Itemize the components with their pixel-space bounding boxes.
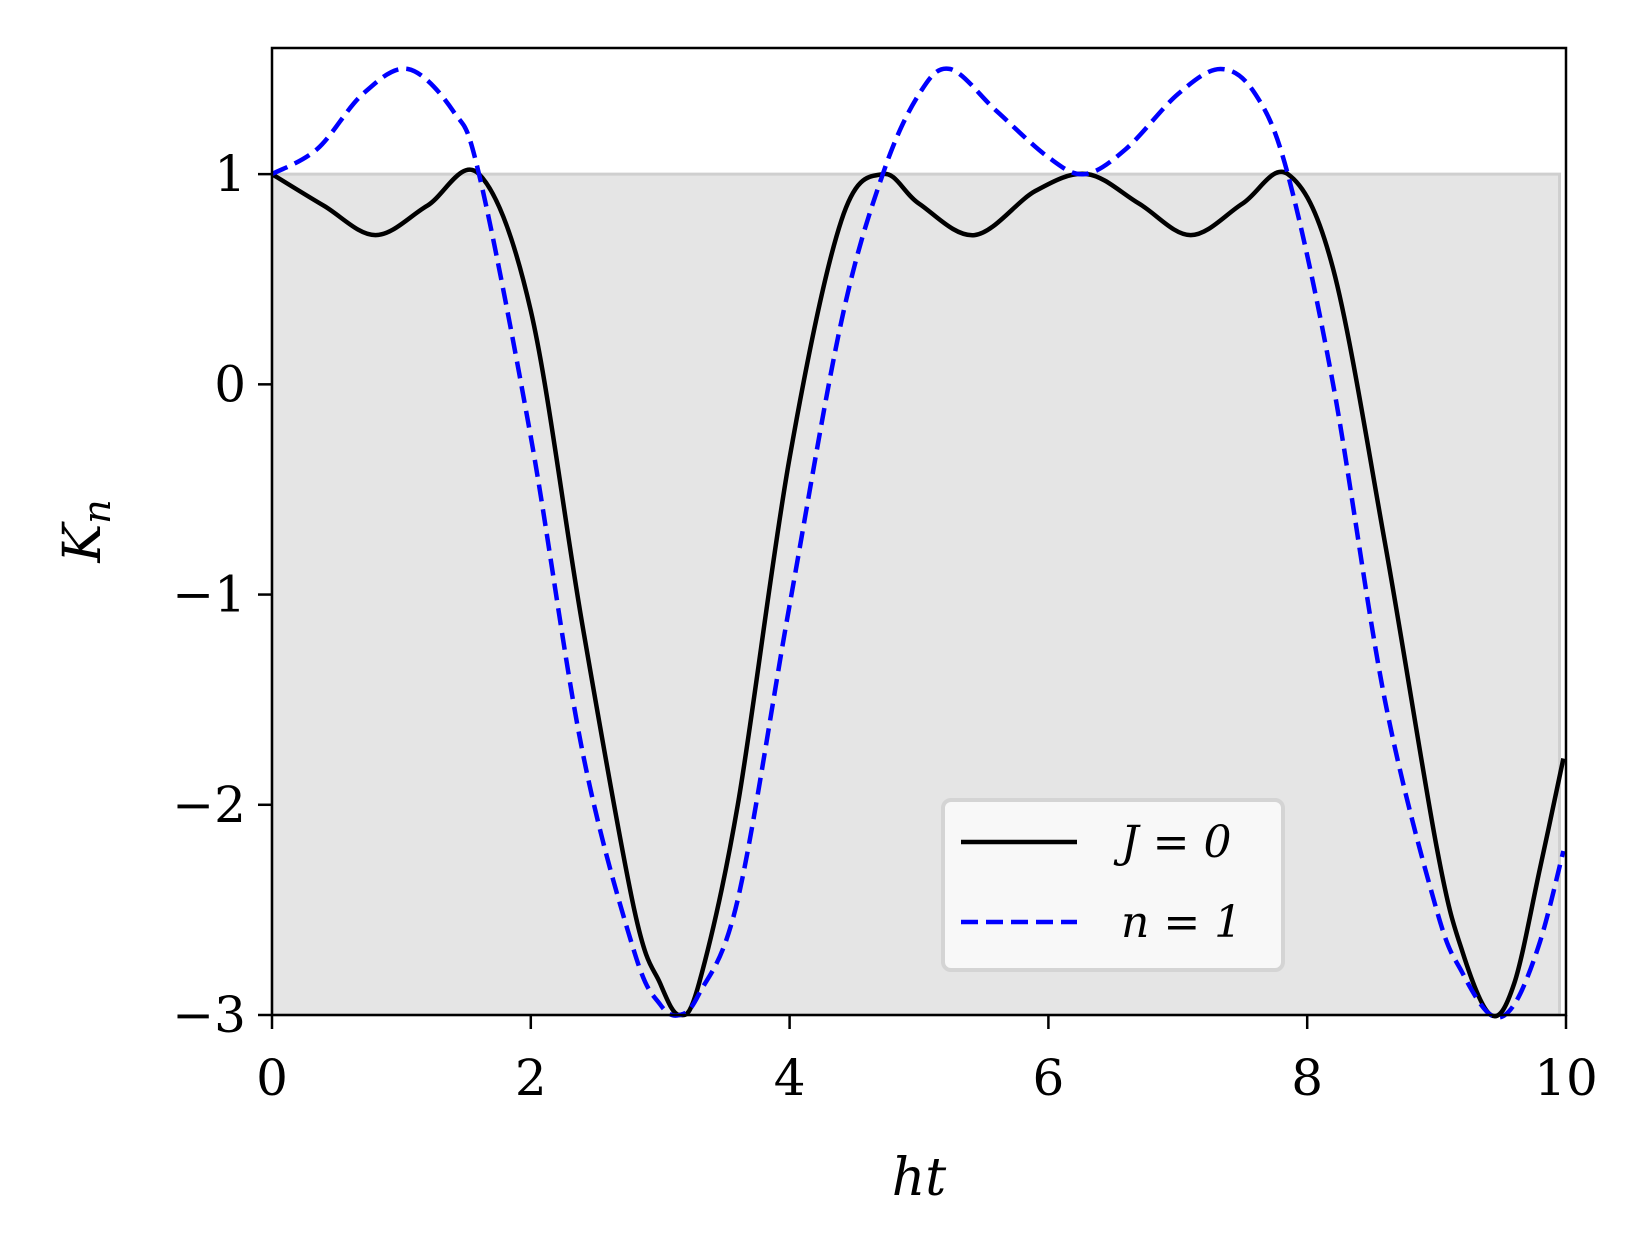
legend-label-n-1: n = 1 (1121, 897, 1242, 948)
x-tick-label: 10 (1534, 1049, 1598, 1107)
x-tick-label: 2 (515, 1049, 547, 1107)
legend-label-j-0: J = 0 (1113, 817, 1231, 868)
y-tick-label: 1 (214, 145, 246, 203)
plot-area (270, 66, 1566, 1020)
y-tick-label: −1 (172, 566, 246, 624)
shaded-region (270, 172, 1562, 1017)
axes-frame (270, 46, 1568, 1017)
y-tick-label: −2 (172, 776, 246, 834)
x-tick-label: 8 (1291, 1049, 1323, 1107)
axes: 0 2 4 6 8 10 −3 −2 −1 0 1 ht Kn (53, 46, 1598, 1208)
series-line-n-1 (270, 66, 1566, 1020)
y-tick-label: −3 (172, 986, 246, 1044)
legend: J = 0 n = 1 (941, 798, 1285, 972)
y-axis-label: Kn (53, 499, 119, 563)
x-tick-label: 0 (256, 1049, 288, 1107)
y-tick-label: 0 (214, 355, 246, 413)
x-tick-label: 6 (1032, 1049, 1064, 1107)
x-axis-label: ht (892, 1148, 946, 1208)
x-tick-label: 4 (774, 1049, 806, 1107)
